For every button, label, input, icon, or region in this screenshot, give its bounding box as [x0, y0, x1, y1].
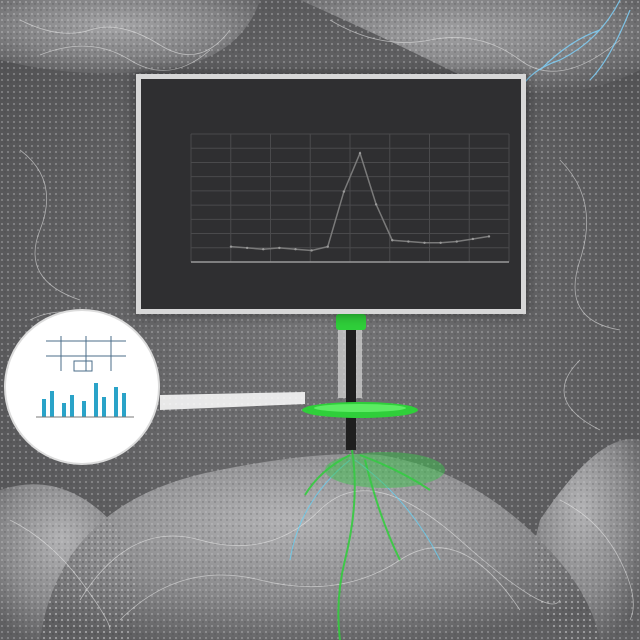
vein-network — [9, 19, 634, 631]
chart-series-line — [230, 151, 490, 252]
chart-point — [455, 240, 458, 243]
chart-point — [342, 190, 346, 193]
magnifier-ray — [160, 392, 305, 410]
nerve-fiber-top-right — [519, 0, 631, 91]
chart-point — [262, 248, 265, 251]
chart-point — [487, 235, 491, 238]
chart-point — [439, 241, 442, 244]
chart-point — [294, 248, 297, 251]
chart-point — [407, 240, 410, 243]
chart-point — [358, 152, 362, 155]
monitor-screen — [136, 74, 526, 314]
green-tissue-patch — [325, 452, 445, 488]
inset-bar-chart — [42, 383, 126, 417]
green-root-network — [304, 449, 431, 640]
chart-point — [326, 245, 329, 248]
chart-point — [245, 246, 249, 250]
chart-point — [310, 249, 313, 252]
chart-point — [391, 239, 394, 242]
chart-point — [278, 246, 281, 250]
chart-point — [374, 203, 378, 206]
chart-point — [471, 237, 475, 241]
line-chart — [190, 133, 510, 263]
chart-point — [229, 245, 233, 248]
chart-point — [423, 241, 426, 244]
probe-stem — [346, 330, 356, 450]
probe-green-cap — [336, 314, 366, 330]
chart-grid — [190, 133, 510, 263]
inset-schematic — [46, 336, 126, 372]
magnifier-inset — [4, 309, 160, 465]
